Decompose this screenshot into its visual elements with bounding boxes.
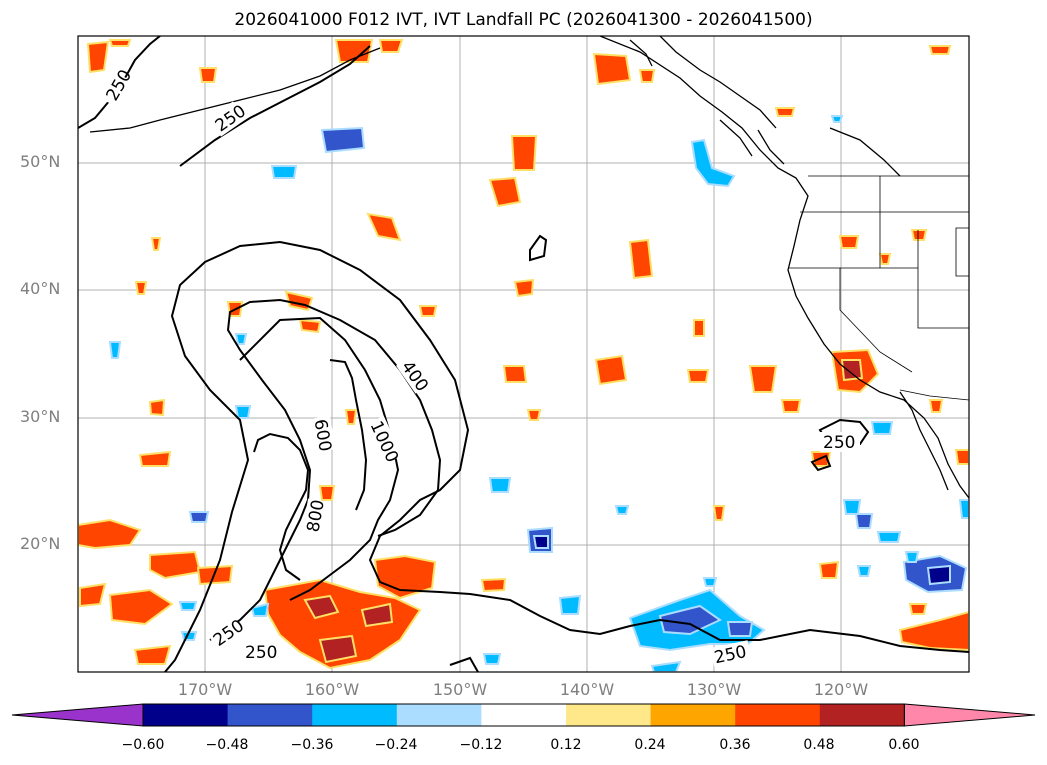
contour-label: 1000 (366, 418, 402, 466)
lat-label: 30°N (20, 407, 61, 426)
ivt-contours (78, 36, 969, 672)
colorbar-outline (142, 703, 905, 727)
lon-label: 150°W (432, 680, 488, 699)
contour-label: 600 (310, 418, 335, 453)
lon-label: 170°W (177, 680, 233, 699)
colorbar (11, 703, 1036, 727)
map-frame (77, 35, 970, 673)
colorbar-swatch (819, 704, 905, 726)
colorbar-tick-label: 0.60 (888, 737, 920, 753)
lat-label: 50°N (20, 152, 61, 171)
colorbar-swatch (735, 704, 821, 726)
lon-label: 160°W (304, 680, 360, 699)
state-borders (788, 175, 969, 401)
contour-label: 800 (304, 498, 329, 533)
colorbar-swatch (227, 704, 313, 726)
negative-anomaly-shading (108, 115, 969, 672)
colorbar-tick-label: −0.60 (121, 737, 165, 753)
colorbar-tick-label: 0.48 (803, 737, 835, 753)
colorbar-swatch (650, 704, 736, 726)
contour-label: 250 (245, 643, 277, 663)
lon-label: 120°W (813, 680, 869, 699)
colorbar-extend-min (11, 703, 144, 727)
colorbar-tick-label: −0.48 (205, 737, 249, 753)
colorbar-swatch (566, 704, 652, 726)
contour-label: 250 (823, 433, 855, 453)
colorbar-tick-label: 0.24 (634, 737, 666, 753)
colorbar-tick-label: −0.12 (459, 737, 503, 753)
contour-label: 250 (713, 642, 749, 668)
colorbar-swatch (396, 704, 482, 726)
colorbar-tick-label: −0.24 (374, 737, 418, 753)
coastlines (89, 36, 969, 499)
map-plot-area: 250 250 250 250 250 250 400 600 800 1000 (78, 36, 969, 672)
colorbar-tick-label: 0.12 (550, 737, 582, 753)
colorbar-extend-max (903, 703, 1036, 727)
lat-label: 20°N (20, 534, 61, 553)
colorbar-tick-label: −0.36 (290, 737, 334, 753)
lat-label: 40°N (20, 279, 61, 298)
lon-label: 140°W (559, 680, 615, 699)
colorbar-tick-label: 0.36 (719, 737, 751, 753)
map-title: 2026041000 F012 IVT, IVT Landfall PC (20… (234, 10, 813, 30)
positive-anomaly-shading (78, 39, 969, 670)
colorbar-swatch (312, 704, 398, 726)
colorbar-swatch (143, 704, 229, 726)
lon-label: 130°W (686, 680, 742, 699)
colorbar-swatch (481, 704, 567, 726)
